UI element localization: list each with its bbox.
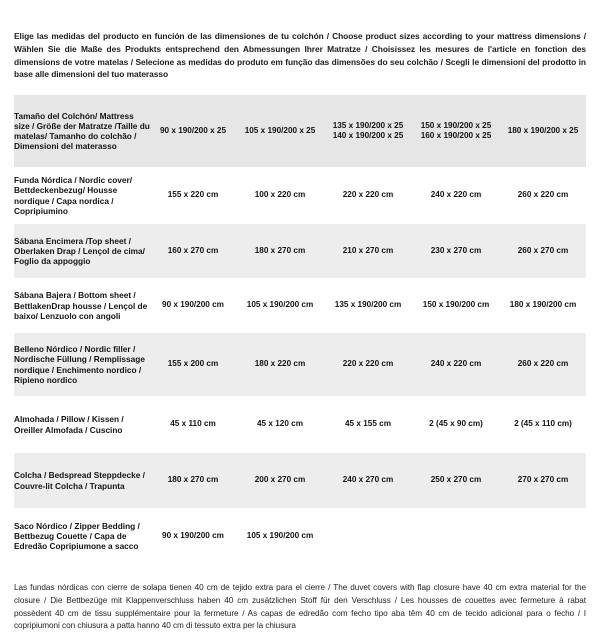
- row-label: Sábana Bajera / Bottom sheet / Bettlaken…: [14, 278, 150, 334]
- row-value: 105 x 190/200 cm: [236, 278, 324, 334]
- row-value: 90 x 190/200 cm: [150, 278, 236, 334]
- header-col-2: 105 x 190/200 x 25: [236, 95, 324, 168]
- header-col-2-line-1: 105 x 190/200 x 25: [244, 125, 316, 135]
- row-value: 260 x 270 cm: [500, 224, 586, 279]
- row-value: 220 x 220 cm: [324, 167, 412, 225]
- row-value: 45 x 120 cm: [236, 396, 324, 454]
- product-size-table: Tamaño del Colchón/ Mattress size / Größ…: [14, 95, 586, 565]
- intro-paragraph: Elige las medidas del producto en funció…: [14, 31, 586, 80]
- row-value: 230 x 270 cm: [412, 224, 500, 279]
- row-value: 260 x 220 cm: [500, 333, 586, 397]
- table-row: Belleno Nórdico / Nordic filler / Nordis…: [14, 333, 586, 397]
- row-value: 180 x 220 cm: [236, 333, 324, 397]
- row-value: 45 x 155 cm: [324, 396, 412, 454]
- row-value: 105 x 190/200 cm: [236, 508, 324, 565]
- row-value: 90 x 190/200 cm: [150, 508, 236, 565]
- row-value: 180 x 190/200 cm: [500, 278, 586, 334]
- row-value: 240 x 220 cm: [412, 167, 500, 225]
- header-col-5: 180 x 190/200 x 25: [500, 95, 586, 168]
- table-row: Funda Nórdica / Nordic cover/ Bettdecken…: [14, 167, 586, 225]
- row-value: 180 x 270 cm: [150, 453, 236, 509]
- row-value: [324, 508, 412, 565]
- row-label: Funda Nórdica / Nordic cover/ Bettdecken…: [14, 167, 150, 225]
- row-value: 200 x 270 cm: [236, 453, 324, 509]
- row-label: Sábana Encimera /Top sheet / Oberlaken D…: [14, 224, 150, 279]
- row-label: Saco Nórdico / Zipper Bedding / Bettbezu…: [14, 508, 150, 565]
- row-value: 250 x 270 cm: [412, 453, 500, 509]
- header-col-3-line-1: 135 x 190/200 x 25: [332, 120, 404, 130]
- row-value: 150 x 190/200 cm: [412, 278, 500, 334]
- header-label-cell: Tamaño del Colchón/ Mattress size / Größ…: [14, 95, 150, 168]
- header-col-1: 90 x 190/200 x 25: [150, 95, 236, 168]
- row-value: 45 x 110 cm: [150, 396, 236, 454]
- row-value: 100 x 220 cm: [236, 167, 324, 225]
- row-value: [412, 508, 500, 565]
- row-value: 220 x 220 cm: [324, 333, 412, 397]
- row-value: 2 (45 x 110 cm): [500, 396, 586, 454]
- table-row: Almohada / Pillow / Kissen / Oreiller Al…: [14, 396, 586, 454]
- header-col-3-line-2: 140 x 190/200 x 25: [332, 131, 404, 141]
- row-value: 180 x 270 cm: [236, 224, 324, 279]
- row-label: Belleno Nórdico / Nordic filler / Nordis…: [14, 333, 150, 397]
- row-value: 240 x 270 cm: [324, 453, 412, 509]
- row-value: 210 x 270 cm: [324, 224, 412, 279]
- header-col-4-line-1: 150 x 190/200 x 25: [420, 120, 492, 130]
- header-col-4-line-2: 160 x 190/200 x 25: [420, 131, 492, 141]
- header-col-1-line-1: 90 x 190/200 x 25: [159, 125, 227, 135]
- row-value: 135 x 190/200 cm: [324, 278, 412, 334]
- table-row: Sábana Encimera /Top sheet / Oberlaken D…: [14, 224, 586, 279]
- row-value: 160 x 270 cm: [150, 224, 236, 279]
- table-row: Sábana Bajera / Bottom sheet / Bettlaken…: [14, 278, 586, 334]
- row-label: Almohada / Pillow / Kissen / Oreiller Al…: [14, 396, 150, 454]
- row-value: 155 x 200 cm: [150, 333, 236, 397]
- row-label: Colcha / Bedspread Steppdecke / Couvre-l…: [14, 453, 150, 509]
- row-value: 260 x 220 cm: [500, 167, 586, 225]
- row-value: 240 x 220 cm: [412, 333, 500, 397]
- row-value: [500, 508, 586, 565]
- row-value: 155 x 220 cm: [150, 167, 236, 225]
- size-guide-page: Elige las medidas del producto en funció…: [0, 8, 600, 630]
- table-row: Saco Nórdico / Zipper Bedding / Bettbezu…: [14, 508, 586, 565]
- row-value: 270 x 270 cm: [500, 453, 586, 509]
- header-col-4: 150 x 190/200 x 25 160 x 190/200 x 25: [412, 95, 500, 168]
- header-col-3: 135 x 190/200 x 25 140 x 190/200 x 25: [324, 95, 412, 168]
- header-col-5-line-1: 180 x 190/200 x 25: [507, 125, 579, 135]
- footnote-paragraph: Las fundas nórdicas con cierre de solapa…: [14, 583, 586, 631]
- table-row: Colcha / Bedspread Steppdecke / Couvre-l…: [14, 453, 586, 509]
- row-value: 2 (45 x 90 cm): [412, 396, 500, 454]
- table-header-row: Tamaño del Colchón/ Mattress size / Größ…: [14, 95, 586, 168]
